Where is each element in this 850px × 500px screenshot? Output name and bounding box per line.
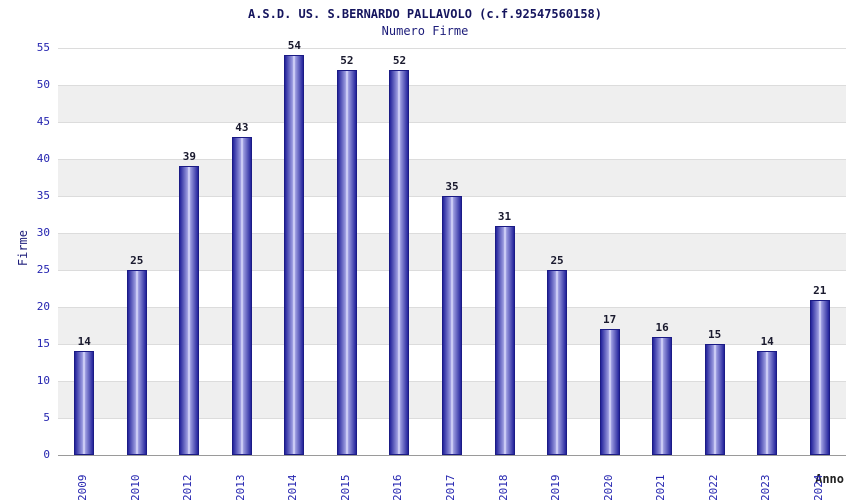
x-tick-label: 2020 [601,474,615,500]
y-tick-label: 0 [43,448,50,461]
x-tick-label: 2010 [128,474,142,500]
y-tick-label: 25 [36,263,50,276]
bar [809,299,830,455]
bar [231,136,252,455]
x-tick-label: 2009 [76,474,90,500]
bar-value-label: 14 [77,335,91,349]
y-tick-label: 10 [36,374,50,387]
x-axis-line [58,455,846,456]
y-tick-label: 35 [36,189,50,202]
bar [284,55,305,455]
bar-value-label: 35 [445,180,459,193]
bar-value-label: 43 [235,120,249,134]
bar [74,351,95,455]
bar-value-label: 52 [392,54,407,68]
bar-value-label: 21 [813,283,827,297]
x-tick-label: 2012 [181,474,195,500]
bar-value-label: 52 [340,54,354,68]
y-tick-label: 45 [36,115,50,128]
chart-title: A.S.D. US. S.BERNARDO PALLAVOLO (c.f.925… [247,7,602,21]
bar-value-label: 25 [550,254,564,267]
x-tick-label: 2018 [496,474,510,500]
chart-subtitle: Numero Firme [381,24,469,38]
bar [757,351,778,455]
bar [704,344,725,455]
gridline [58,159,846,160]
bar-value-label: 39 [182,150,196,164]
x-tick-label: 2015 [338,474,352,500]
x-tick-label: 2014 [286,474,300,500]
bar [494,225,515,455]
x-tick-label: 2019 [549,474,563,500]
bar [126,270,147,455]
bar [599,329,620,455]
bar [442,196,462,455]
bar [389,70,410,455]
bar-value-label: 15 [708,328,722,341]
x-tick-label: 2022 [706,474,720,500]
x-tick-label: 2016 [391,474,405,500]
bar-value-label: 54 [287,39,302,53]
gridline [58,85,846,86]
bar-value-label: 14 [760,335,774,349]
x-tick-label: 2017 [444,474,457,500]
y-tick-label: 20 [36,300,50,313]
y-tick-label: 50 [36,78,50,91]
y-tick-label: 55 [36,41,50,54]
x-tick-label: 2023 [759,474,773,500]
gridline [58,122,846,123]
bar [336,70,357,455]
bar-value-label: 25 [130,254,144,267]
grid-band [58,85,846,122]
bar-value-label: 17 [602,313,617,327]
gridline [58,48,846,49]
bar [547,270,568,455]
bar [652,336,673,455]
y-tick-label: 40 [36,152,50,165]
bar-value-label: 16 [655,320,669,334]
x-axis-label: Anno [815,472,844,486]
x-tick-label: 2013 [233,474,247,500]
bar-value-label: 31 [497,209,512,223]
x-tick-label: 2021 [654,474,668,500]
y-tick-label: 30 [36,226,50,239]
x-tick-label: 2024 [811,474,825,500]
y-tick-label: 5 [43,411,50,424]
bar [179,166,200,455]
y-tick-label: 15 [36,337,50,350]
